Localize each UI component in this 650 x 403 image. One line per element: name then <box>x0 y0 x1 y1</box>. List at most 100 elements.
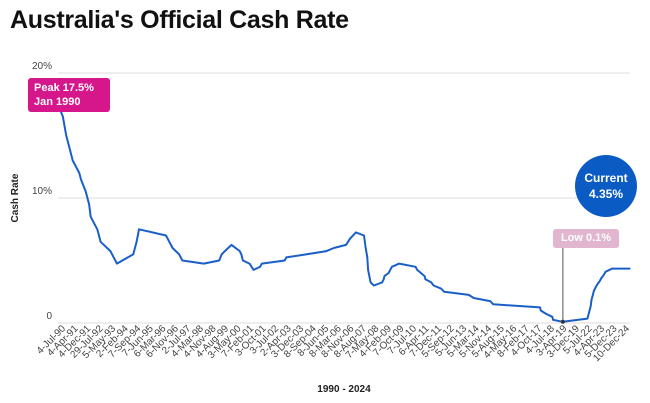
cash-rate-line <box>57 103 630 323</box>
current-value: 4.35% <box>588 187 624 201</box>
data-point <box>349 238 351 240</box>
data-point <box>239 250 241 252</box>
data-point <box>391 266 393 268</box>
data-point <box>590 305 592 307</box>
data-point <box>604 271 607 273</box>
data-point <box>306 253 308 255</box>
data-point <box>611 268 613 270</box>
data-point <box>181 259 183 262</box>
data-point <box>333 247 335 249</box>
data-point <box>221 253 223 255</box>
current-label: Current <box>584 171 628 185</box>
data-point <box>68 147 71 149</box>
data-point <box>218 259 220 262</box>
data-point <box>552 319 554 321</box>
data-point <box>588 311 590 313</box>
data-point <box>592 293 594 295</box>
data-point <box>224 250 226 252</box>
data-point <box>468 294 470 296</box>
data-point <box>440 288 442 290</box>
data-point <box>132 253 134 255</box>
data-point <box>284 259 286 262</box>
data-point <box>596 283 598 285</box>
data-point <box>116 263 118 265</box>
data-point <box>240 253 242 255</box>
y-tick-label: 0 <box>46 311 52 322</box>
data-point <box>62 116 64 118</box>
data-point <box>489 300 491 302</box>
data-point <box>78 172 80 174</box>
data-point <box>443 291 445 293</box>
data-point <box>416 269 418 271</box>
data-point <box>381 281 383 283</box>
peak-annotation: Peak 17.5% Jan 1990 <box>28 78 110 112</box>
data-point <box>230 244 233 246</box>
data-point <box>383 278 385 280</box>
data-point <box>383 275 386 277</box>
data-point <box>242 259 244 262</box>
data-point <box>138 228 140 230</box>
data-point <box>539 306 541 308</box>
data-point <box>366 256 368 258</box>
data-point <box>85 191 87 193</box>
data-point <box>178 253 180 255</box>
data-point <box>593 289 595 292</box>
data-point <box>424 278 427 280</box>
data-point <box>433 284 435 287</box>
data-point <box>540 309 542 312</box>
data-point <box>551 316 553 318</box>
peak-label: Peak 17.5% <box>34 82 94 94</box>
data-point <box>355 231 357 233</box>
data-point <box>365 247 367 249</box>
data-point <box>168 241 170 243</box>
data-point <box>389 269 391 271</box>
data-point <box>603 274 605 276</box>
low-marker <box>560 319 565 324</box>
data-point <box>600 277 602 279</box>
data-point <box>430 281 432 283</box>
current-annotation: Current 4.35% <box>575 155 637 217</box>
data-point <box>373 284 375 287</box>
x-axis-title: 1990 - 2024 <box>317 384 371 395</box>
data-point <box>595 286 597 288</box>
low-annotation: Low 0.1% <box>553 229 619 248</box>
data-point <box>325 250 328 252</box>
data-point <box>586 318 589 320</box>
data-point <box>252 269 255 271</box>
data-point <box>387 272 390 274</box>
data-point <box>473 297 475 299</box>
data-point <box>545 313 547 315</box>
data-point <box>398 263 400 265</box>
data-point <box>135 241 138 243</box>
data-point <box>171 247 174 249</box>
data-point <box>96 228 98 230</box>
data-point <box>261 263 263 265</box>
data-point <box>248 263 251 265</box>
data-point <box>72 159 74 162</box>
data-point <box>88 203 90 205</box>
data-point <box>99 241 102 243</box>
data-point <box>90 216 92 218</box>
y-tick-label: 20% <box>32 61 52 72</box>
data-point <box>109 250 111 252</box>
data-point <box>65 134 67 137</box>
data-point <box>629 268 631 270</box>
data-point <box>415 266 417 268</box>
data-point <box>345 244 347 246</box>
data-point <box>363 234 365 237</box>
data-point <box>259 266 261 268</box>
y-axis-title: Cash Rate <box>10 173 21 222</box>
data-point <box>369 281 372 283</box>
data-point <box>599 280 601 282</box>
data-point <box>367 269 369 271</box>
data-point <box>492 303 494 305</box>
y-tick-label: 10% <box>32 186 52 197</box>
data-point <box>165 234 167 237</box>
data-point <box>203 263 205 265</box>
data-point <box>590 299 593 301</box>
data-point <box>80 178 82 180</box>
page-title: Australia's Official Cash Rate <box>10 6 349 34</box>
data-point <box>285 256 287 258</box>
